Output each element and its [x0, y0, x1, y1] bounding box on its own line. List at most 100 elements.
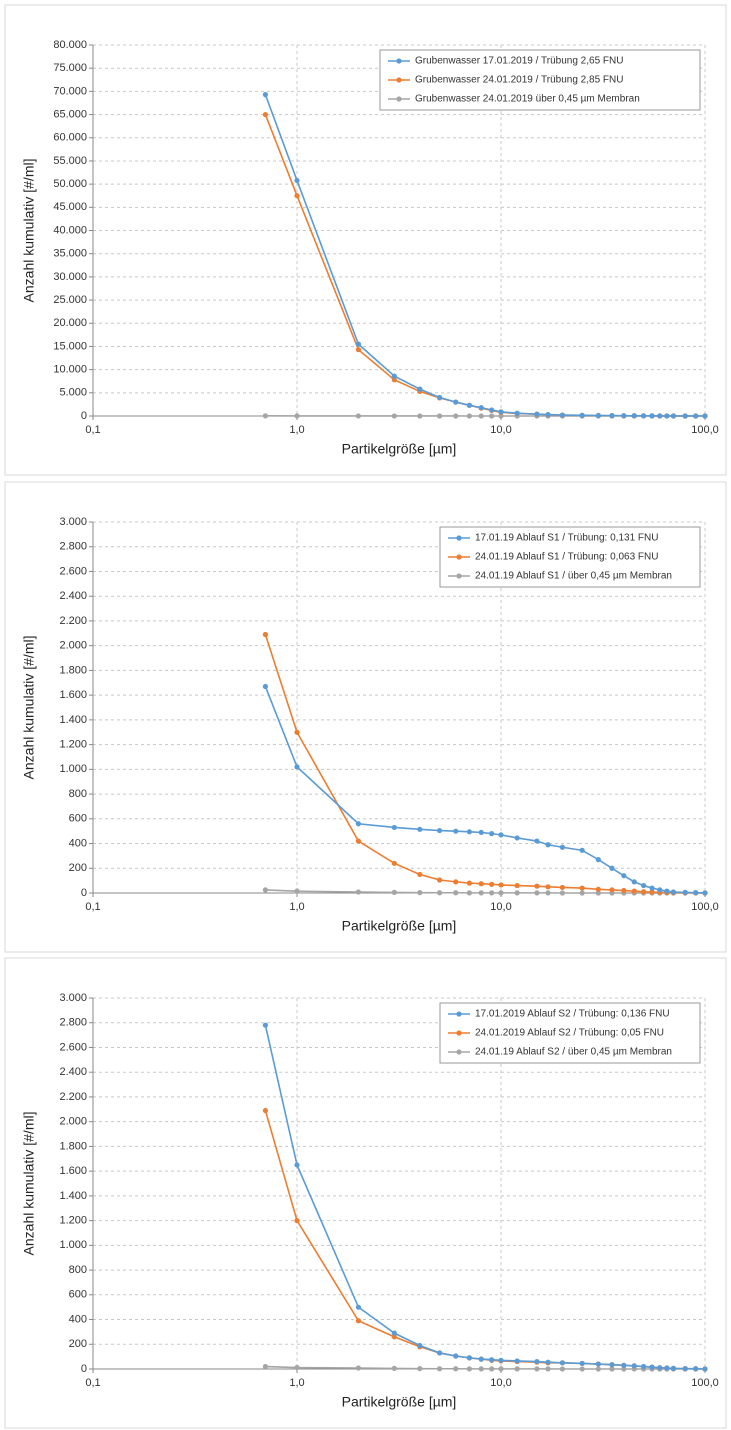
- data-point: [498, 890, 504, 896]
- data-point: [649, 1364, 655, 1370]
- data-point: [649, 885, 655, 891]
- data-point: [478, 829, 484, 836]
- data-point: [417, 1366, 423, 1372]
- data-point: [631, 1363, 637, 1369]
- data-point: [489, 890, 495, 896]
- data-point: [682, 889, 688, 895]
- data-point: [649, 413, 655, 419]
- data-point: [355, 821, 362, 827]
- data-point: [355, 341, 362, 347]
- data-point: [355, 1304, 362, 1310]
- data-point: [294, 177, 300, 184]
- y-axis-title: Anzahl kumulativ [#/ml]: [21, 1112, 37, 1256]
- data-point: [702, 890, 708, 896]
- data-point: [417, 871, 423, 878]
- data-point: [453, 879, 459, 885]
- y-tick-label: 30.000: [53, 271, 87, 283]
- data-point: [391, 413, 397, 419]
- data-point: [545, 1359, 551, 1365]
- data-point: [640, 889, 647, 895]
- series-line: [264, 1110, 706, 1370]
- data-point: [545, 884, 551, 890]
- data-point: [436, 1366, 443, 1372]
- y-axis-title: Anzahl kumulativ [#/ml]: [21, 636, 37, 780]
- y-tick-label: 2.200: [59, 1091, 87, 1103]
- data-point: [534, 411, 540, 417]
- y-tick-label: 2.400: [59, 590, 87, 602]
- data-point: [621, 887, 627, 894]
- data-point: [436, 877, 443, 883]
- data-point: [514, 882, 520, 889]
- data-point: [559, 1360, 566, 1366]
- series-line: [264, 1025, 706, 1370]
- legend-marker: [396, 77, 402, 83]
- data-point: [478, 413, 484, 419]
- x-tick-label: 10,0: [490, 901, 511, 913]
- data-point: [514, 410, 520, 416]
- data-point: [355, 347, 362, 353]
- x-tick-label: 0,1: [85, 1377, 100, 1389]
- y-tick-label: 75.000: [53, 62, 87, 74]
- x-axis-title: Partikelgröße [µm]: [342, 918, 457, 934]
- data-point: [559, 890, 566, 896]
- data-point: [514, 1366, 520, 1372]
- data-point: [682, 1366, 688, 1372]
- data-point: [294, 1162, 300, 1168]
- data-point: [466, 413, 472, 419]
- data-point: [294, 729, 300, 735]
- data-point: [262, 683, 268, 690]
- y-tick-label: 25.000: [53, 294, 87, 306]
- y-tick-label: 2.200: [59, 615, 87, 627]
- data-point: [595, 1366, 601, 1372]
- data-point: [294, 1218, 300, 1224]
- data-point: [489, 831, 495, 837]
- legend-marker: [456, 1049, 462, 1055]
- y-tick-label: 5.000: [59, 387, 87, 399]
- data-point: [702, 1366, 708, 1372]
- data-point: [609, 887, 615, 893]
- data-point: [466, 829, 472, 835]
- data-point: [391, 889, 397, 895]
- data-point: [489, 1366, 495, 1372]
- data-point: [262, 413, 268, 419]
- data-point: [621, 413, 627, 419]
- y-tick-label: 1.200: [59, 1215, 87, 1227]
- data-point: [489, 1357, 495, 1363]
- data-point: [391, 860, 397, 866]
- data-point: [466, 1366, 472, 1372]
- legend-label: 24.01.19 Ablauf S2 / über 0,45 µm Membra…: [475, 1047, 672, 1058]
- panel-frame: [4, 4, 727, 476]
- y-tick-label: 80.000: [53, 39, 87, 51]
- data-point: [640, 1363, 647, 1370]
- data-point: [478, 890, 484, 896]
- data-point: [355, 1365, 362, 1371]
- y-tick-label: 1.200: [59, 739, 87, 751]
- x-tick-label: 0,1: [85, 424, 100, 436]
- data-point: [294, 888, 300, 894]
- data-point: [579, 412, 585, 418]
- legend-label: Grubenwasser 17.01.2019 / Trübung 2,65 F…: [415, 56, 623, 67]
- data-point: [693, 890, 699, 896]
- y-tick-label: 55.000: [53, 155, 87, 167]
- panel-frame: [4, 957, 727, 1429]
- legend-box: [379, 49, 701, 111]
- y-tick-label: 800: [69, 1264, 87, 1276]
- y-tick-label: 200: [69, 862, 87, 874]
- x-axis-title: Partikelgröße [µm]: [342, 441, 457, 457]
- y-tick-label: 2.000: [59, 1116, 87, 1128]
- data-point: [417, 890, 423, 896]
- y-axis-title: Anzahl kumulativ [#/ml]: [21, 159, 37, 303]
- y-tick-label: 45.000: [53, 201, 87, 213]
- data-point: [514, 890, 520, 896]
- y-tick-label: 2.800: [59, 1017, 87, 1029]
- y-tick-label: 400: [69, 837, 87, 849]
- y-tick-label: 200: [69, 1338, 87, 1350]
- legend-label: 24.01.2019 Ablauf S2 / Trübung: 0,05 FNU: [475, 1028, 664, 1039]
- data-point: [640, 413, 647, 419]
- data-point: [534, 1366, 540, 1372]
- y-tick-label: 2.400: [59, 1066, 87, 1078]
- data-point: [640, 882, 647, 889]
- data-point: [453, 890, 459, 896]
- legend-marker: [456, 554, 462, 560]
- data-point: [657, 1365, 663, 1371]
